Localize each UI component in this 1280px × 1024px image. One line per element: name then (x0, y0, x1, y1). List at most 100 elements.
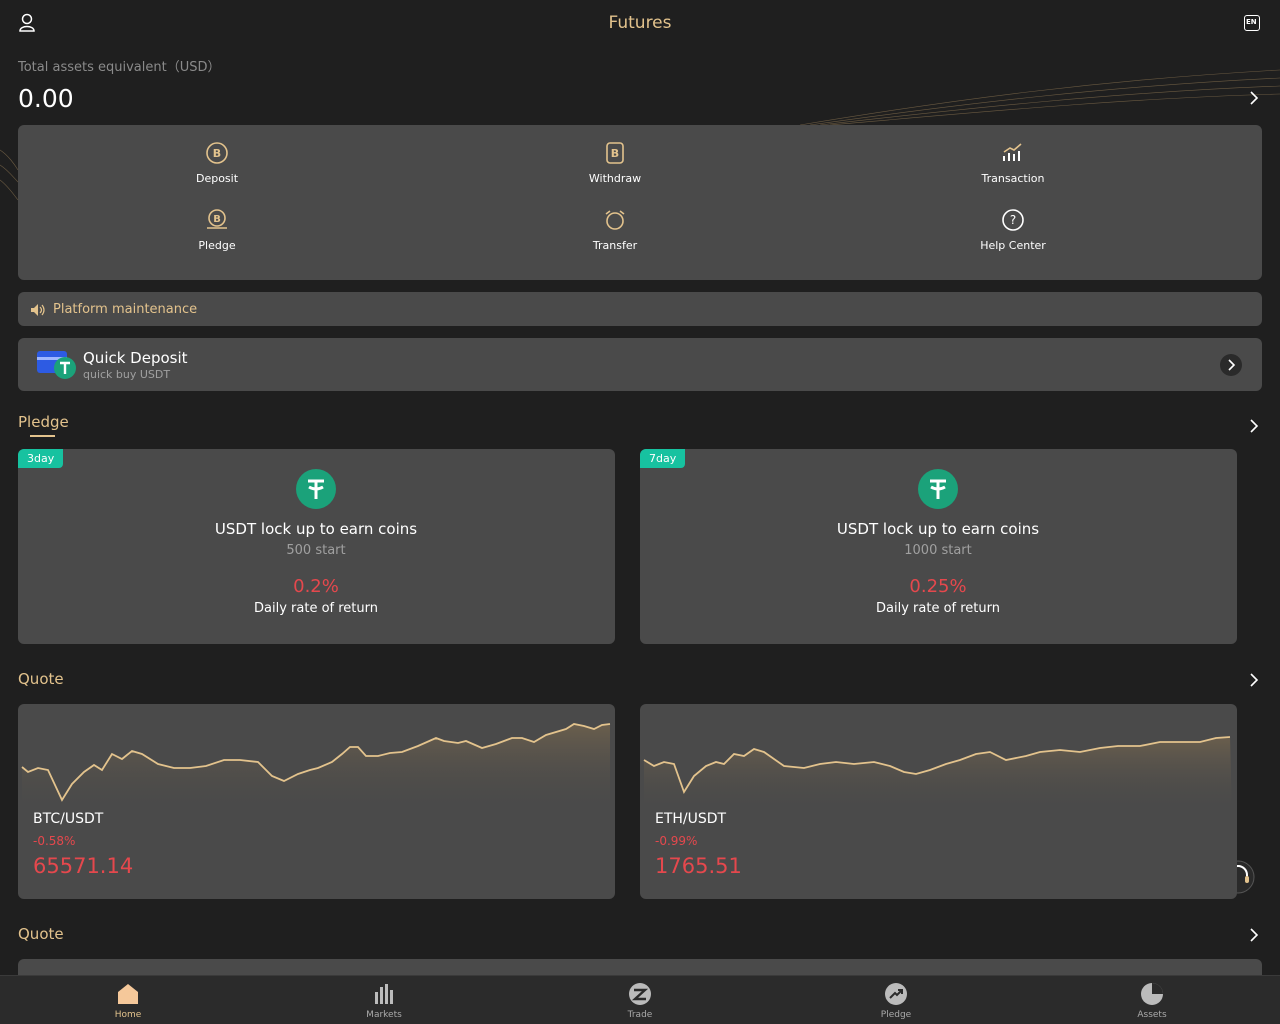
notice-bar[interactable] (18, 292, 1262, 326)
icon-shape (819, 85, 1280, 126)
page-title: Futures (608, 13, 672, 33)
icon-shape: B (611, 147, 619, 160)
notice-text: Platform maintenance (53, 302, 198, 317)
icon-shape: ? (1010, 213, 1016, 227)
action-icon[interactable]: B (603, 141, 627, 165)
action-icon[interactable] (603, 208, 627, 232)
quick-deposit-title: Quick Deposit (83, 349, 188, 367)
icon-shape (0, 69, 1280, 201)
icon-shape (0, 149, 19, 171)
price-sparkline (643, 736, 1232, 814)
quote-price: 1765.51 (655, 854, 742, 878)
quote-pair: BTC/USDT (33, 811, 104, 827)
icon-shape (1250, 91, 1259, 105)
quote-chevron[interactable] (1249, 673, 1259, 687)
pledge-card-title: USDT lock up to earn coins (214, 520, 418, 538)
pledge-chevron[interactable] (1249, 419, 1259, 433)
nav-label: Markets (366, 1010, 402, 1020)
usdt-icon (918, 469, 958, 509)
action-panel (18, 125, 1262, 280)
assets-value: 0.00 (18, 84, 74, 113)
pledge-tag: 3day (18, 449, 64, 468)
icon-shape (930, 479, 946, 499)
icon-shape (1220, 354, 1242, 376)
icon-shape (390, 990, 393, 1004)
icon-shape (644, 737, 1232, 814)
quote2-chevron[interactable] (1249, 928, 1259, 942)
assets-label: Total assets equivalent（USD） (18, 60, 221, 75)
icon-shape (37, 357, 67, 360)
icon-shape (206, 142, 228, 164)
usdt-icon (296, 469, 336, 509)
quote-price: 65571.14 (33, 854, 134, 878)
icon-shape (60, 361, 70, 374)
action-icon[interactable]: B (205, 141, 229, 165)
action-label: Help Center (980, 239, 1046, 252)
action-label: Transfer (592, 239, 638, 252)
speaker-icon (31, 304, 45, 316)
quote-change: -0.99% (655, 834, 698, 848)
pledge-underline (30, 435, 55, 437)
nav-label: Home (114, 1010, 142, 1020)
nav-label: Pledge (880, 1010, 912, 1020)
action-label: Deposit (195, 172, 239, 185)
action-icon[interactable]: ? (1001, 208, 1025, 232)
icon-shape (39, 304, 45, 316)
icon-shape (308, 479, 324, 499)
pledge-tag: 7day (640, 449, 686, 468)
quote-pair: ETH/USDT (655, 811, 727, 827)
nav-icon[interactable] (1140, 982, 1164, 1006)
icon-shape (0, 179, 19, 201)
icon-shape (829, 93, 1280, 126)
nav-icon[interactable] (372, 982, 396, 1006)
icon-shape (1250, 673, 1259, 687)
icon-shape (1228, 359, 1236, 371)
pledge-rate-label: Daily rate of return (876, 601, 1000, 616)
icon-shape (606, 212, 624, 230)
icon-shape (631, 988, 649, 1001)
icon-shape (1250, 419, 1259, 433)
icon-shape (208, 209, 226, 227)
icon-shape: B (213, 214, 221, 225)
icon-shape (1245, 876, 1249, 883)
nav-icon[interactable] (628, 982, 652, 1006)
icon-shape (21, 723, 611, 802)
nav-label: Assets (1137, 1010, 1167, 1020)
icon-shape (19, 25, 35, 32)
icon-shape (375, 992, 378, 1004)
icon-shape (1152, 983, 1163, 994)
icon-shape (889, 989, 903, 999)
quick-deposit[interactable] (18, 338, 1262, 391)
icon-shape (809, 77, 1280, 126)
icon-shape (1250, 928, 1259, 942)
pledge-card-title: USDT lock up to earn coins (836, 520, 1040, 538)
action-label: Pledge (198, 239, 236, 252)
pledge-min: 1000 start (904, 543, 972, 558)
icon-shape (0, 164, 19, 183)
user-icon[interactable] (18, 13, 38, 33)
icon-shape (118, 984, 138, 1004)
assets-chevron[interactable] (1249, 91, 1259, 105)
icon-shape (643, 736, 1231, 795)
icon-shape: B (213, 147, 221, 160)
quick-deposit-subtitle: quick buy USDT (83, 368, 171, 381)
icon-shape (31, 304, 38, 316)
icon-shape (606, 142, 624, 164)
pledge-rate: 0.25% (909, 576, 967, 597)
pledge-rate-label: Daily rate of return (254, 601, 378, 616)
nav-icon[interactable] (884, 982, 908, 1006)
icon-shape (1003, 143, 1022, 153)
quick-deposit-arrow[interactable] (1220, 354, 1242, 376)
action-icon[interactable] (1001, 141, 1025, 165)
nav-icon[interactable] (116, 982, 140, 1006)
lang-button[interactable]: EN (1244, 15, 1260, 31)
icon-shape (799, 69, 1280, 126)
price-sparkline (21, 723, 611, 814)
icon-shape (1003, 151, 1020, 161)
action-icon[interactable]: B (205, 208, 229, 232)
quick-deposit-icon (37, 351, 76, 379)
icon-shape (385, 984, 388, 1004)
pledge-title: Pledge (18, 413, 69, 431)
quote-title: Quote (18, 670, 64, 688)
